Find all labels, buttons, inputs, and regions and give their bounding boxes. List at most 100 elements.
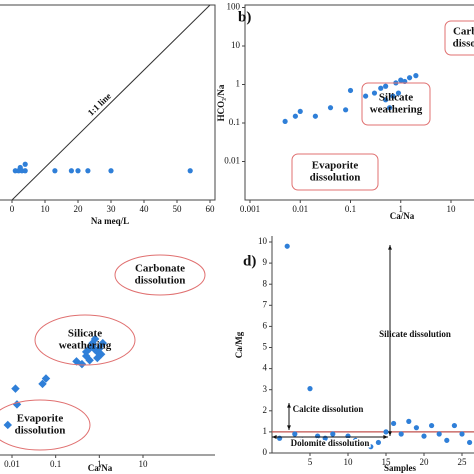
x-tick-label: 10 [41,204,51,214]
point [75,168,81,174]
y-tick-label: 5 [263,342,268,352]
point [41,374,51,383]
point [421,433,427,439]
one-to-one-line [11,4,211,201]
point [312,113,318,119]
annotation: Silicate [379,92,413,104]
y-tick-label: 1 [263,426,268,436]
point [406,418,412,424]
x-tick-label: 1 [97,459,102,469]
point [413,425,419,431]
point [90,334,100,344]
point [436,431,442,437]
annotation: Silicate dissolution [379,329,451,339]
y-axis-label: Ca/Mg [234,331,244,358]
point [98,338,108,348]
x-tick-label: 25 [458,457,468,467]
point [343,107,349,113]
point [284,243,290,249]
point [299,437,305,443]
arrow-head [272,435,277,439]
y-tick-label: 3 [263,384,268,394]
point [68,168,74,174]
annotation: dissolution [135,275,186,287]
y-axis-label: HCO₃/Na [216,84,226,121]
point [297,108,303,115]
point [307,386,313,392]
point [187,168,193,174]
point [413,73,419,79]
x-tick-label: 50 [173,204,183,214]
x-tick-label: 0.01 [4,459,20,469]
x-tick-label: 60 [206,204,216,214]
point [429,422,435,429]
x-tick-label: 0 [10,204,15,214]
annotation: Evaporite [312,160,359,172]
annotation-box [361,82,431,126]
y-tick-label: 0.01 [224,156,240,166]
x-tick-label: 0.1 [345,204,356,214]
point [378,85,384,91]
annotation: dissolution [310,172,361,184]
point [90,345,100,355]
point [277,435,283,441]
arrow-head [287,425,291,430]
panel-label: d) [243,253,256,269]
annotation: Dolomite dissolution [291,438,370,448]
point [395,90,402,96]
point [52,168,58,174]
annotation-box [444,20,474,56]
annotation: Carbonate [135,263,185,275]
x-tick-label: 30 [107,204,117,214]
y-tick-label: 7 [263,299,268,309]
x-tick-label: 20 [74,204,84,214]
annotation: Calcite dissolution [293,404,364,414]
point [292,113,298,119]
point [93,353,102,363]
point [22,168,28,174]
point [327,105,334,111]
point [375,439,381,446]
x-tick-label: 10 [344,457,354,467]
panel-label: b) [238,9,251,25]
arrow-head [388,245,392,250]
x-axis-label: Ca/Na [390,211,415,221]
x-axis-label: Ca/Na [88,463,113,473]
point [371,90,378,96]
annotation: Silicate [68,328,102,340]
point [387,105,393,111]
y-tick-label: 10 [231,40,241,50]
annotation: Evaporite [17,413,64,425]
arrow-head [388,431,392,436]
y-tick-label: 2 [263,405,268,415]
y-tick-label: 0.1 [229,117,240,127]
annotation-ellipse [114,254,206,296]
point [383,429,389,435]
x-axis-label: Samples [384,463,417,473]
y-tick-label: 0 [263,447,268,457]
annotation-ellipse [0,399,91,451]
y-tick-label: 9 [263,257,268,267]
x-tick-label: 0.1 [50,459,61,469]
annotation: Carbonate [453,26,474,38]
point [398,431,404,437]
x-tick-label: 40 [140,204,150,214]
y-tick-label: 1 [236,79,241,89]
y-tick-label: 4 [263,363,268,373]
x-tick-label: 10 [139,459,149,469]
y-tick-label: 10 [258,236,268,246]
point [22,161,28,167]
point [368,444,374,450]
point [85,355,94,365]
point [398,77,404,83]
plot-frame [0,4,216,201]
point [383,97,389,103]
x-tick-label: 15 [382,457,392,467]
y-tick-label: 6 [263,320,268,330]
y-tick-label: 100 [227,2,241,12]
annotation-ellipse [34,314,136,366]
y-tick-label: 8 [263,278,268,288]
point [282,118,288,125]
point [459,431,465,437]
point [444,437,450,443]
